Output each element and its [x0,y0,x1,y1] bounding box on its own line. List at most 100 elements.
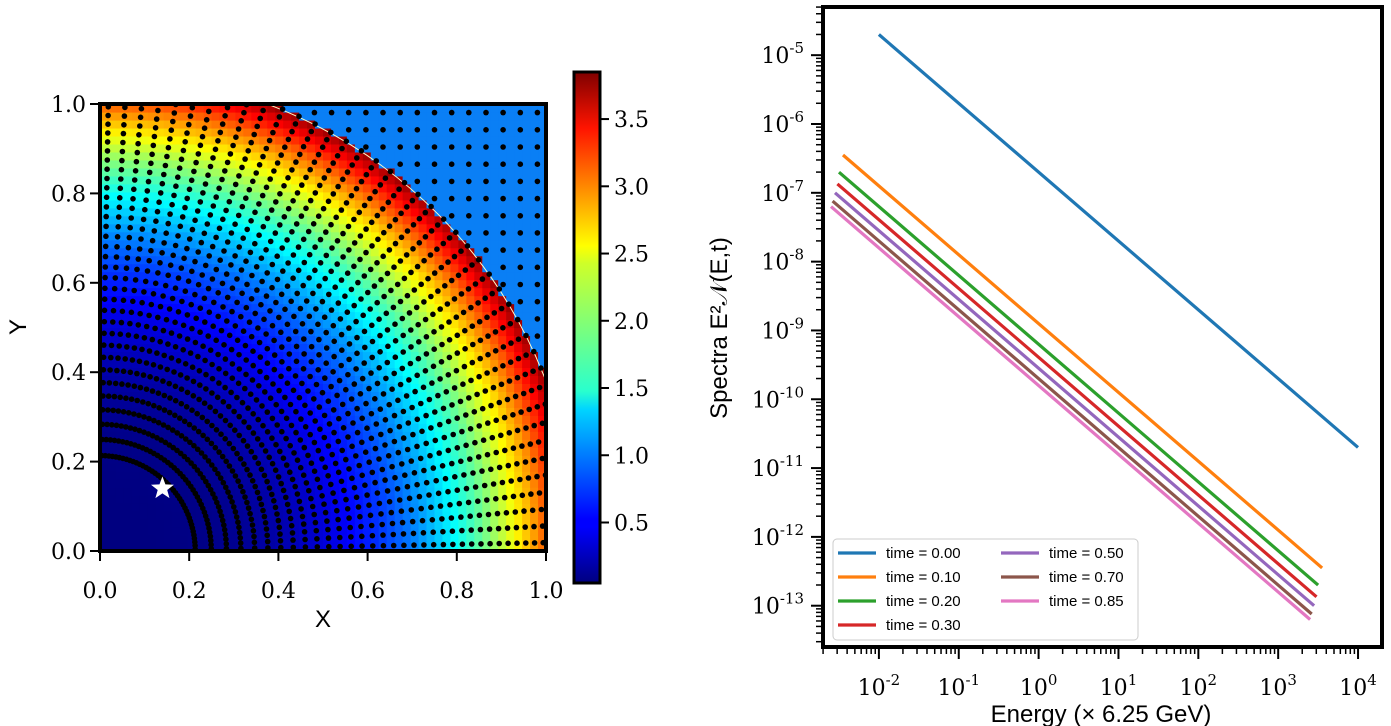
sample-point [378,511,384,517]
heatmap-cell [275,359,284,369]
heatmap-cell [394,407,404,416]
sample-point [124,344,130,350]
sample-point [103,194,110,201]
heatmap-cell [267,511,276,520]
sample-point [111,437,118,444]
heatmap-cell [275,199,284,209]
heatmap-cell [100,311,109,321]
sample-point [114,244,120,250]
heatmap-cell [514,191,523,201]
heatmap-cell [107,487,117,496]
sample-point [279,428,285,435]
heatmap-cell [402,527,412,536]
heatmap-cell [291,303,300,313]
heatmap-cell [283,255,292,265]
heatmap-cell [227,535,236,544]
heatmap-cell [259,343,268,353]
sample-point [203,478,209,485]
heatmap-cell [378,159,388,169]
heatmap-cell [147,343,157,353]
heatmap-cell [131,351,141,361]
sample-point [302,544,309,550]
source-marker-layer [151,476,174,499]
heatmap-cell [410,167,420,177]
sample-point [317,426,323,433]
heatmap-cell [530,535,539,544]
heatmap-cell [354,247,364,257]
heatmap-cell [307,351,316,361]
heatmap-cell [275,143,284,153]
heatmap-cell [251,375,260,384]
heatmap-cell [466,439,475,448]
heatmap-cell [203,543,213,551]
legend-label: time = 0.85 [1049,593,1124,610]
sample-point [430,465,437,471]
heatmap-cell [514,527,523,536]
sample-point [343,456,349,463]
heatmap-cell [139,255,149,265]
heatmap-cell [259,535,268,544]
heatmap-cell [211,527,221,536]
heatmap-cell [450,223,459,233]
heatmap-cell [235,135,244,145]
sample-point [140,216,147,223]
heatmap-cell [538,263,546,273]
sample-point [104,139,111,145]
sample-point [222,384,228,391]
sample-point [278,291,285,298]
sample-point [221,527,228,533]
heatmap-cell [394,535,404,544]
heatmap-cell [323,287,332,297]
heatmap-cell [370,359,380,369]
x-tick-label: 103 [1259,671,1297,701]
heatmap-cell [530,239,539,249]
sample-point [208,541,214,548]
heatmap-cell [474,135,483,145]
heatmap-cell [434,279,444,289]
heatmap-cell [155,439,165,448]
heatmap-cell [243,335,252,345]
sample-point [256,201,262,207]
sample-point [517,195,524,202]
sample-point [118,319,125,326]
sample-point [175,233,181,239]
sample-point [118,166,125,173]
heatmap-cell [370,423,380,432]
sample-point [311,396,317,402]
heatmap-cell [386,239,396,249]
heatmap-cell [187,471,197,480]
heatmap-cell [307,183,316,193]
heatmap-cell [283,447,292,456]
sample-point [165,220,171,227]
heatmap-cell [490,375,499,384]
heatmap-cell [410,271,420,281]
heatmap-cell [338,463,348,472]
sample-point [144,268,151,274]
heatmap-cell [291,239,300,249]
heatmap-cell [275,423,284,432]
heatmap-cell [123,327,133,337]
heatmap-cell [474,343,483,353]
heatmap-cell [251,327,260,337]
sample-point [431,178,438,185]
heatmap-cell [522,199,531,209]
heatmap-cell [171,215,181,225]
y-tick-base: 10 [761,251,789,276]
sample-point [528,387,535,394]
sample-point [448,277,455,284]
heatmap-cell [466,271,475,281]
sample-point [202,181,209,187]
sample-point [311,109,318,116]
sample-point [361,273,368,279]
heatmap-cell [195,175,205,185]
sample-point [209,243,216,250]
heatmap-cell [538,335,546,345]
sample-point [102,243,109,250]
sample-point [336,377,343,384]
heatmap-cell [442,303,452,313]
heatmap-cell [203,167,213,177]
sample-point [297,305,304,312]
sample-point [212,408,219,415]
heatmap-cell [474,327,483,337]
heatmap-cell [506,503,515,512]
